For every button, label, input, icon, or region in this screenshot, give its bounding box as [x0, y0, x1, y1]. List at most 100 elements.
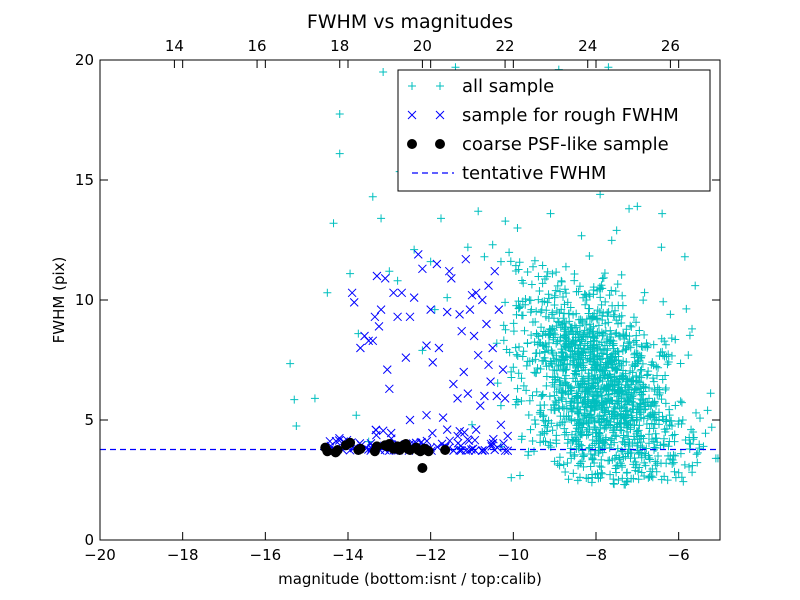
all-sample-point — [561, 327, 570, 336]
all-sample-point — [584, 383, 593, 392]
all-sample-point — [674, 420, 683, 429]
all-sample-point — [562, 342, 571, 351]
all-sample-point — [598, 415, 607, 424]
all-sample-point — [629, 313, 638, 322]
rough-fwhm-point — [434, 343, 444, 353]
all-sample-point — [532, 387, 541, 396]
all-sample-point — [664, 358, 673, 367]
all-sample-point — [633, 427, 642, 436]
all-sample-point — [559, 460, 568, 469]
all-sample-point — [590, 458, 599, 467]
all-sample-point — [550, 457, 559, 466]
all-sample-point — [539, 327, 548, 336]
all-sample-point — [610, 380, 619, 389]
rough-fwhm-point — [493, 443, 502, 452]
all-sample-point — [642, 371, 651, 380]
all-sample-point — [595, 411, 604, 420]
all-sample-point — [661, 340, 670, 349]
all-sample-point — [534, 272, 543, 281]
all-sample-point — [618, 437, 627, 446]
all-sample-point — [574, 355, 583, 364]
all-sample-point — [682, 304, 691, 313]
all-sample-point — [618, 291, 627, 300]
top-x-tick-label: 26 — [661, 37, 680, 55]
all-sample-point — [548, 426, 557, 435]
all-sample-point — [619, 330, 628, 339]
rough-fwhm-point — [467, 290, 477, 300]
rough-fwhm-point — [461, 254, 471, 264]
all-sample-point — [634, 403, 643, 412]
rough-fwhm-point — [503, 431, 513, 441]
legend-swatch — [435, 110, 445, 120]
rough-fwhm-point — [426, 305, 436, 314]
all-sample-point — [512, 350, 521, 359]
all-sample-point — [653, 371, 662, 380]
all-sample-point — [651, 429, 660, 438]
all-sample-point — [609, 341, 618, 350]
y-tick-label: 0 — [84, 531, 94, 549]
all-sample-point — [658, 347, 667, 356]
all-sample-point — [649, 374, 658, 383]
all-sample-point — [666, 417, 675, 426]
all-sample-point — [653, 383, 662, 392]
all-sample-point — [635, 326, 644, 335]
x-tick-label: −16 — [250, 546, 282, 564]
all-sample-point — [550, 406, 559, 415]
all-sample-point — [553, 421, 562, 430]
y-tick-label: 15 — [75, 171, 94, 189]
all-sample-point — [596, 190, 605, 199]
all-sample-point — [580, 451, 589, 460]
rough-fwhm-point — [488, 343, 498, 353]
all-sample-point — [622, 374, 631, 383]
all-sample-point — [605, 291, 614, 300]
rough-fwhm-point — [477, 295, 487, 305]
all-sample-point — [525, 296, 534, 305]
all-sample-point — [604, 456, 613, 465]
all-sample-point — [629, 405, 638, 414]
all-sample-point — [555, 404, 564, 413]
all-sample-point — [532, 330, 541, 339]
all-sample-point — [645, 424, 654, 433]
all-sample-point — [644, 473, 653, 482]
all-sample-point — [619, 366, 628, 375]
all-sample-point — [600, 424, 609, 433]
all-sample-point — [658, 209, 667, 218]
all-sample-point — [617, 394, 626, 403]
all-sample-point — [567, 416, 576, 425]
all-sample-point — [615, 455, 624, 464]
all-sample-point — [580, 326, 589, 335]
all-sample-point — [553, 281, 562, 290]
all-sample-point — [610, 454, 619, 463]
all-sample-point — [586, 413, 595, 422]
all-sample-point — [633, 446, 642, 455]
all-sample-point — [538, 391, 547, 400]
all-sample-point — [692, 450, 701, 459]
all-sample-point — [593, 306, 602, 315]
all-sample-point — [550, 300, 559, 309]
all-sample-point — [656, 441, 665, 450]
all-sample-point — [639, 296, 648, 305]
all-sample-point — [607, 286, 616, 295]
x-tick-label: −14 — [332, 546, 364, 564]
all-sample-point — [671, 451, 680, 460]
all-sample-point — [611, 287, 620, 296]
all-sample-point — [335, 110, 344, 118]
all-sample-point — [586, 450, 595, 459]
all-sample-point — [532, 368, 541, 377]
all-sample-point — [541, 357, 550, 366]
all-sample-point — [568, 347, 577, 356]
all-sample-point — [557, 277, 566, 286]
legend-box — [397, 69, 711, 192]
all-sample-point — [368, 192, 377, 201]
all-sample-point — [632, 318, 641, 327]
all-sample-point — [645, 455, 654, 464]
all-sample-point — [648, 465, 657, 474]
all-sample-point — [713, 454, 720, 463]
all-sample-point — [585, 290, 594, 299]
rough-fwhm-point — [500, 394, 510, 403]
all-sample-point — [572, 392, 581, 401]
rough-fwhm-point — [499, 439, 508, 448]
all-sample-point — [574, 393, 583, 402]
all-sample-point — [589, 286, 598, 295]
rough-fwhm-point — [465, 305, 475, 314]
